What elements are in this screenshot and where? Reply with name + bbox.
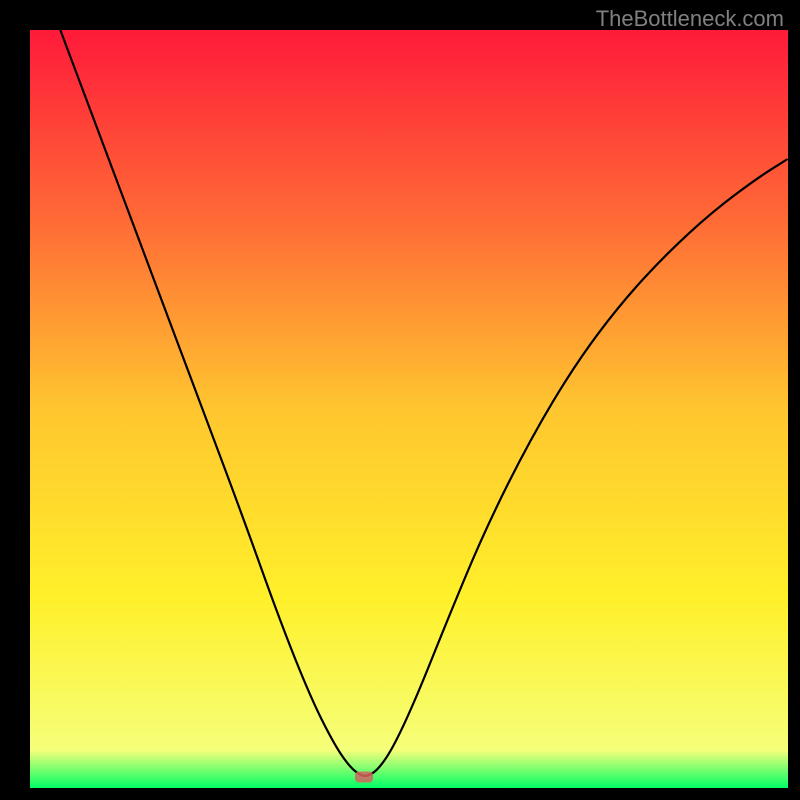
optimum-marker <box>355 772 373 783</box>
curve-layer <box>0 0 800 800</box>
bottleneck-curve <box>60 30 788 776</box>
watermark-text: TheBottleneck.com <box>596 6 784 32</box>
chart-frame <box>0 0 800 800</box>
